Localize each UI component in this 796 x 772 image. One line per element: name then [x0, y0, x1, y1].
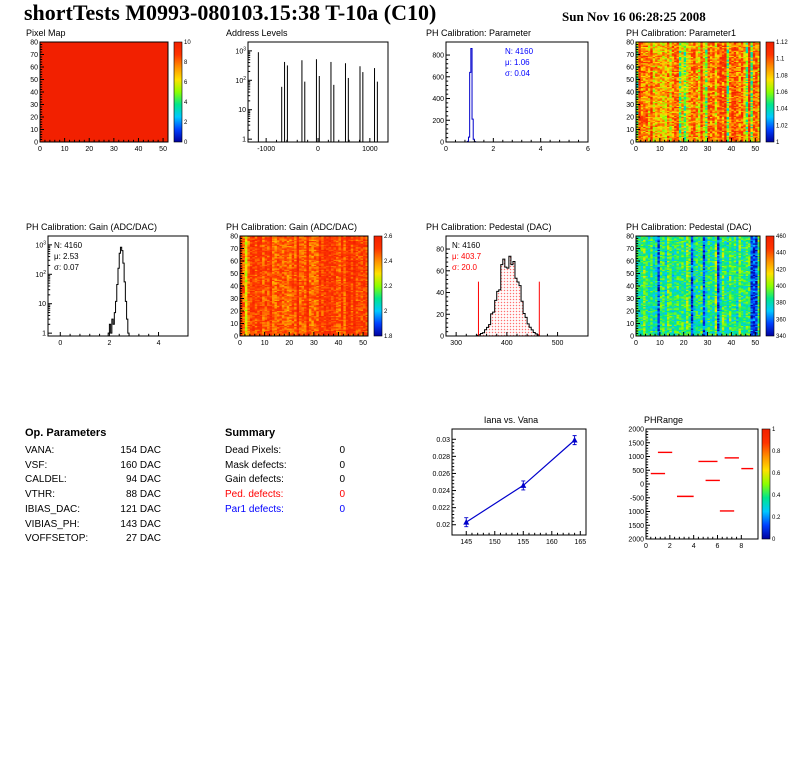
summary-label: Ped. defects:	[225, 489, 284, 501]
summary-value: 0	[339, 489, 345, 501]
panel-ph-parameter1-map: PH Calibration: Parameter1	[616, 26, 796, 166]
op-row-caldel: CALDEL: 94 DAC	[25, 473, 161, 488]
summary-row-mask-defects: Mask defects: 0	[225, 459, 345, 474]
stats-mean-line: μ: 403.7	[452, 252, 482, 261]
op-parameters-title: Op. Parameters	[25, 427, 107, 439]
op-value: 94 DAC	[125, 474, 161, 486]
panel-ph-parameter: PH Calibration: Parameter N: 4160 μ: 1.0…	[416, 26, 606, 166]
op-label: IBIAS_DAC:	[25, 503, 81, 515]
panel-ph-range: PHRange	[616, 413, 796, 559]
summary-row-par1-defects: Par1 defects: 0	[225, 503, 345, 518]
summary-label: Gain defects:	[225, 474, 284, 486]
op-row-vsf: VSF: 160 DAC	[25, 459, 161, 474]
summary-row-ped-defects: Ped. defects: 0	[225, 488, 345, 503]
gain-histogram-title: PH Calibration: Gain (ADC/DAC)	[26, 222, 158, 232]
panel-gain-histogram: PH Calibration: Gain (ADC/DAC) N: 4160 μ…	[16, 220, 206, 360]
panel-iana-vs-vana: Iana vs. Vana	[416, 413, 606, 559]
summary-row-dead-pixels: Dead Pixels: 0	[225, 444, 345, 459]
ph-parameter-histogram-canvas	[416, 26, 606, 166]
op-value: 160 DAC	[120, 459, 161, 471]
summary-row-gain-defects: Gain defects: 0	[225, 473, 345, 488]
panel-pixel-map: Pixel Map	[16, 26, 206, 166]
summary-label: Par1 defects:	[225, 503, 284, 515]
op-value: 27 DAC	[125, 533, 161, 545]
summary-value: 0	[339, 445, 345, 456]
ph-parameter-title: PH Calibration: Parameter	[426, 28, 532, 38]
panel-pedestal-histogram: PH Calibration: Pedestal (DAC) N: 4160 μ…	[416, 220, 606, 360]
stats-mean-line: μ: 1.06	[505, 58, 530, 67]
op-label: CALDEL:	[25, 474, 67, 486]
stats-sigma-line: σ: 20.0	[452, 263, 477, 272]
gain-histogram-canvas	[16, 220, 206, 360]
stats-sigma-line: σ: 0.04	[505, 69, 530, 78]
page-title: shortTests M0993-080103.15:38 T-10a (C10…	[24, 0, 437, 25]
op-label: VOFFSETOP:	[25, 533, 89, 545]
pedestal-map-title: PH Calibration: Pedestal (DAC)	[626, 222, 752, 232]
address-levels-title: Address Levels	[226, 28, 288, 38]
stats-entries-line: N: 4160	[54, 241, 83, 250]
pixel-map-title: Pixel Map	[26, 28, 66, 38]
op-label: VANA:	[25, 445, 55, 456]
ph-parameter1-map-title: PH Calibration: Parameter1	[626, 28, 737, 38]
stats-sigma-line: σ: 0.07	[54, 263, 79, 272]
ph-parameter-stats-box: N: 4160 μ: 1.06 σ: 0.04	[505, 46, 533, 79]
summary-label: Mask defects:	[225, 459, 287, 471]
ph-parameter1-heatmap-canvas	[616, 26, 796, 166]
op-value: 88 DAC	[125, 489, 161, 501]
stats-mean-line: μ: 2.53	[54, 252, 79, 261]
pedestal-histogram-canvas	[416, 220, 606, 360]
ph-range-title: PHRange	[644, 415, 684, 425]
op-parameters-block: Op. Parameters VANA: 154 DAC VSF: 160 DAC …	[25, 427, 161, 547]
summary-value: 0	[339, 474, 345, 486]
address-levels-histogram-canvas	[216, 26, 406, 166]
gain-stats-box: N: 4160 μ: 2.53 σ: 0.07	[54, 240, 82, 273]
op-row-ibias-dac: IBIAS_DAC: 121 DAC	[25, 503, 161, 518]
pedestal-heatmap-canvas	[616, 220, 796, 360]
stats-entries-line: N: 4160	[452, 241, 481, 250]
op-value: 143 DAC	[120, 518, 161, 530]
op-value: 121 DAC	[120, 503, 161, 515]
op-label: VSF:	[25, 459, 48, 471]
op-row-vthr: VTHR: 88 DAC	[25, 488, 161, 503]
pedestal-histogram-title: PH Calibration: Pedestal (DAC)	[426, 222, 552, 232]
ph-range-segments-canvas	[616, 413, 796, 559]
summary-value: 0	[339, 503, 345, 515]
op-row-vibias-ph: VIBIAS_PH: 143 DAC	[25, 518, 161, 533]
summary-value: 0	[339, 459, 345, 471]
op-value: 154 DAC	[120, 445, 161, 456]
panel-address-levels: Address Levels	[216, 26, 406, 166]
pixel-map-heatmap-canvas	[16, 26, 206, 166]
iana-vs-vana-line-canvas	[416, 413, 606, 559]
op-row-voffsetop: VOFFSETOP: 27 DAC	[25, 532, 161, 547]
op-label: VTHR:	[25, 489, 55, 501]
gain-map-title: PH Calibration: Gain (ADC/DAC)	[226, 222, 358, 232]
summary-title: Summary	[225, 427, 276, 439]
stats-entries-line: N: 4160	[505, 47, 534, 56]
pedestal-stats-box: N: 4160 μ: 403.7 σ: 20.0	[452, 240, 481, 273]
summary-block: Summary Dead Pixels: 0 Mask defects: 0 Gai…	[225, 427, 345, 518]
op-row-vana: VANA: 154 DAC	[25, 444, 161, 459]
panel-pedestal-map: PH Calibration: Pedestal (DAC)	[616, 220, 796, 360]
summary-label: Dead Pixels:	[225, 445, 282, 456]
iana-vs-vana-title: Iana vs. Vana	[483, 415, 539, 425]
timestamp: Sun Nov 16 06:28:25 2008	[562, 9, 706, 24]
gain-heatmap-canvas	[216, 220, 406, 360]
panel-gain-map: PH Calibration: Gain (ADC/DAC)	[216, 220, 406, 360]
op-label: VIBIAS_PH:	[25, 518, 80, 530]
